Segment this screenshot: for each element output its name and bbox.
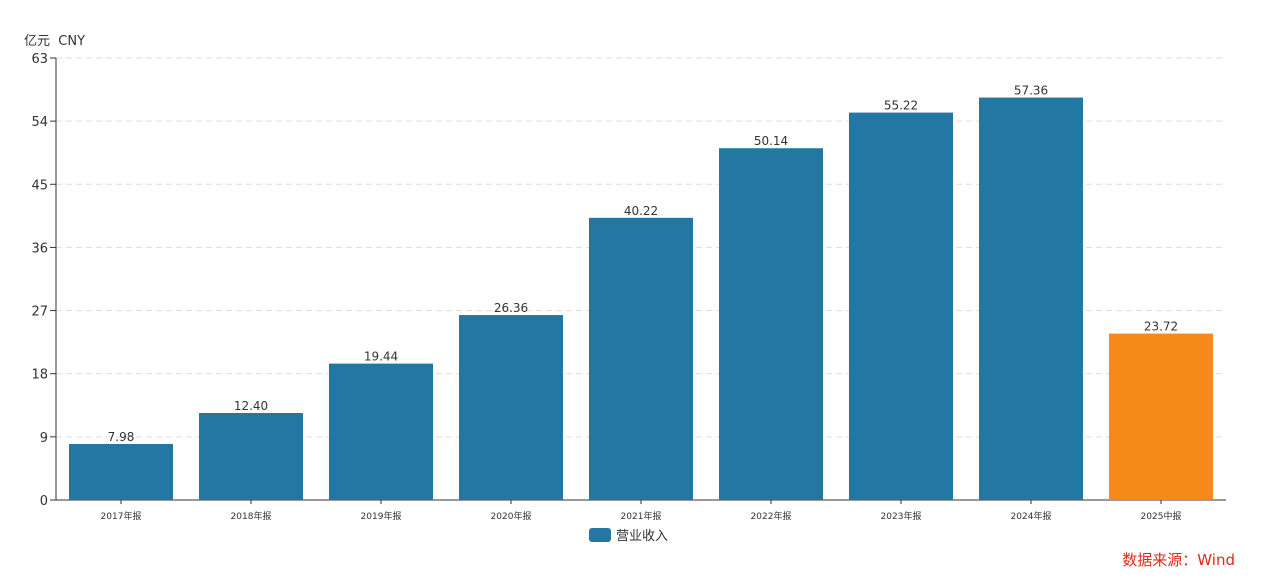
x-tick-label: 2018年报 <box>231 510 272 522</box>
y-tick-label: 0 <box>40 494 48 509</box>
y-tick-label: 18 <box>31 368 48 383</box>
bar-value-label: 12.40 <box>234 399 268 413</box>
bar <box>849 112 953 500</box>
bar-value-label: 26.36 <box>494 301 528 315</box>
x-tick-label: 2024年报 <box>1011 510 1052 522</box>
x-tick-label: 2020年报 <box>491 510 532 522</box>
bar-value-label: 40.22 <box>624 204 658 218</box>
y-tick-label: 36 <box>31 241 48 256</box>
legend-swatch <box>589 528 611 542</box>
bar <box>329 363 433 500</box>
bar-value-label: 19.44 <box>364 350 398 364</box>
bar-value-label: 23.72 <box>1144 320 1178 334</box>
y-tick-label: 45 <box>31 178 48 193</box>
y-tick-label: 63 <box>31 52 48 67</box>
legend-label: 营业收入 <box>616 529 668 544</box>
bar-value-label: 50.14 <box>754 134 788 148</box>
data-source-note: 数据来源：Wind <box>1122 551 1235 569</box>
x-tick-label: 2023年报 <box>881 510 922 522</box>
bar <box>589 217 693 500</box>
y-tick-label: 54 <box>31 115 48 130</box>
bar <box>979 97 1083 501</box>
y-tick-label: 9 <box>40 431 48 446</box>
x-tick-label: 2017年报 <box>101 510 142 522</box>
bar <box>199 413 303 500</box>
bar-value-label: 55.22 <box>884 99 918 113</box>
x-tick-label: 2021年报 <box>621 510 662 522</box>
bar <box>69 444 173 500</box>
bar <box>459 315 563 500</box>
y-tick-label: 27 <box>31 305 48 320</box>
x-tick-label: 2025中报 <box>1141 510 1182 522</box>
y-axis-unit-label: 亿元 CNY <box>24 34 86 49</box>
x-tick-label: 2019年报 <box>361 510 402 522</box>
bar-value-label: 57.36 <box>1014 84 1048 98</box>
x-tick-label: 2022年报 <box>751 510 792 522</box>
bar <box>719 148 823 500</box>
bar-value-label: 7.98 <box>108 430 135 444</box>
bar <box>1109 333 1213 500</box>
